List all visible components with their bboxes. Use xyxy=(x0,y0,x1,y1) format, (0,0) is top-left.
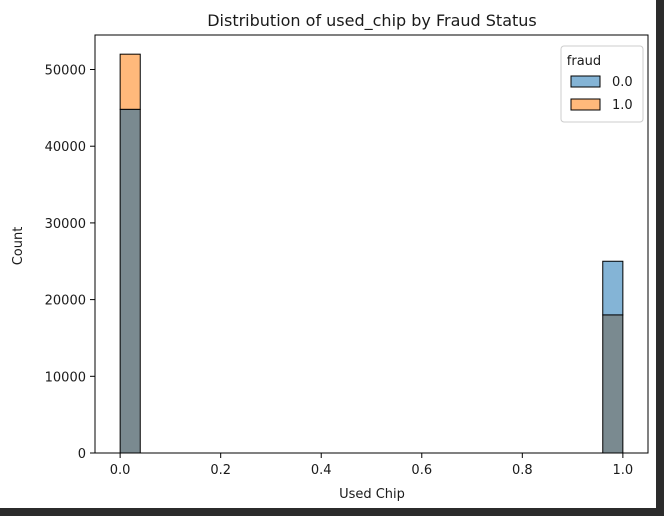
legend: fraud 0.0 1.0 xyxy=(560,45,644,123)
x-axis-label: Used Chip xyxy=(339,487,405,502)
chart-title: Distribution of used_chip by Fraud Statu… xyxy=(207,11,537,31)
bars-group xyxy=(119,53,624,454)
window-frame-right xyxy=(656,0,664,516)
axes-group: 0.0 0.2 0.4 0.6 0.8 1.0 0 10000 20000 30000 40000 5… xyxy=(45,34,649,478)
x-tick-label: 0.6 xyxy=(411,463,432,478)
bar-overlap-bin-1 xyxy=(602,314,624,454)
bar-fraud-1-bin-0 xyxy=(119,53,141,110)
y-tick-label: 0 xyxy=(78,447,86,462)
legend-swatch-1.0 xyxy=(570,98,601,111)
y-axis-label: Count xyxy=(11,227,26,266)
x-tick-label: 0.2 xyxy=(210,463,231,478)
y-tick-label: 30000 xyxy=(45,217,86,232)
y-tick-label: 50000 xyxy=(45,64,86,79)
legend-label-1.0: 1.0 xyxy=(612,98,633,113)
legend-swatch-0.0 xyxy=(570,75,601,88)
x-tick-label: 1.0 xyxy=(613,463,634,478)
y-tick-label: 20000 xyxy=(45,294,86,309)
x-tick-label: 0.0 xyxy=(110,463,131,478)
legend-title: fraud xyxy=(567,54,601,69)
window-frame-bottom xyxy=(0,508,664,516)
y-tick-label: 10000 xyxy=(45,370,86,385)
plot-frame xyxy=(94,34,649,454)
bar-fraud-0-bin-1 xyxy=(602,260,624,316)
x-tick-label: 0.4 xyxy=(311,463,332,478)
bar-overlap-bin-0 xyxy=(119,108,141,454)
x-tick-label: 0.8 xyxy=(512,463,533,478)
legend-label-0.0: 0.0 xyxy=(612,75,633,90)
y-tick-label: 40000 xyxy=(45,140,86,155)
